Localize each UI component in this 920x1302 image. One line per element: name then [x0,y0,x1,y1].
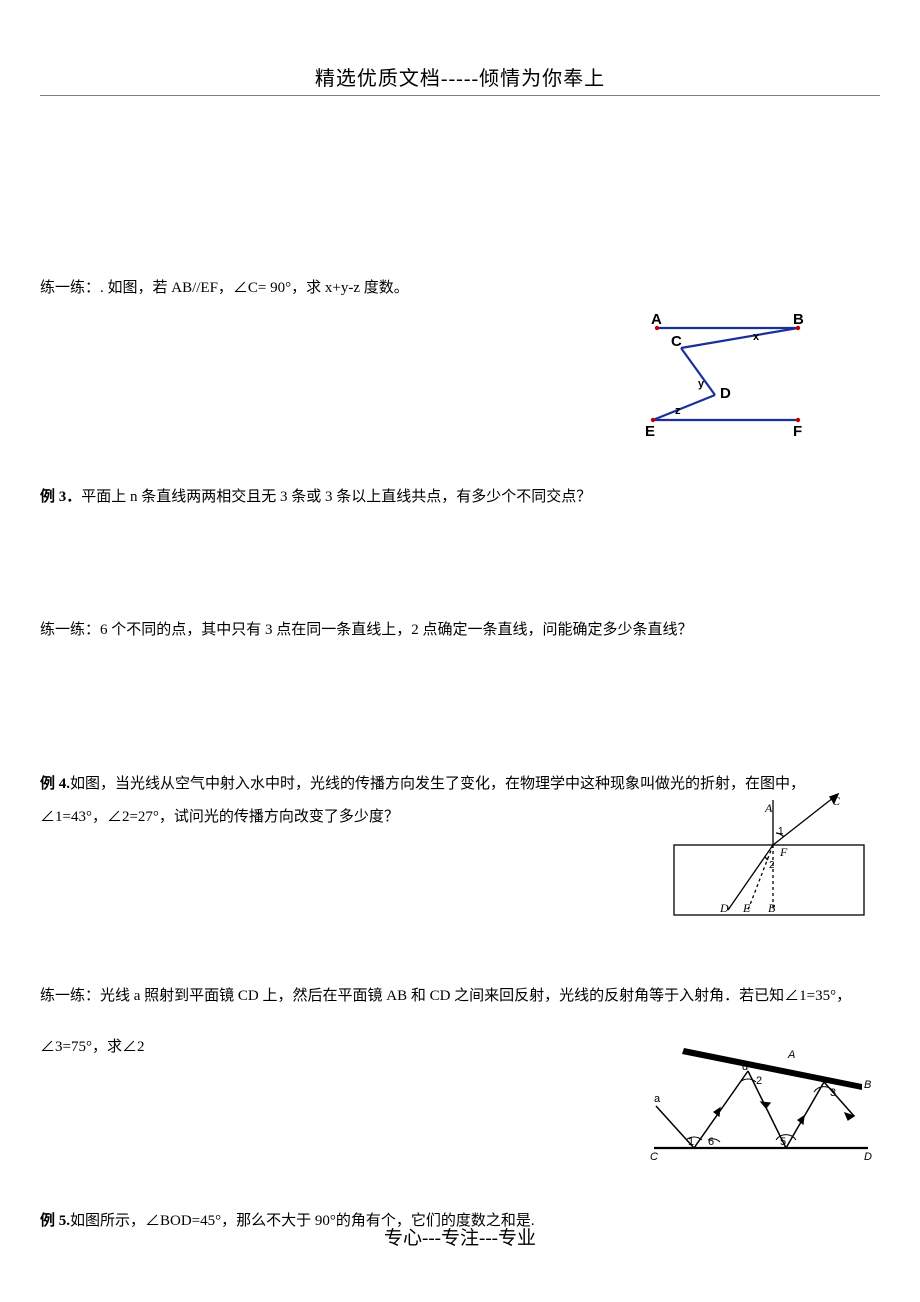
fig2-label-a: A [764,801,773,815]
fig3-label-C: C [650,1151,658,1160]
fig2-label-2: 2 [769,860,775,871]
practice-3-line1: 练一练：光线 a 照射到平面镜 CD 上，然后在平面镜 AB 和 CD 之间来回… [40,984,880,1010]
fig3-label-a: a [654,1093,661,1105]
practice-2-text: 练一练：6 个不同的点，其中只有 3 点在同一条直线上，2 点确定一条直线，问能… [40,618,880,644]
figure-3: A B C D a d 1 6 2 5 3 [648,1048,878,1160]
figure-1: A B C D E F x y z [633,310,833,440]
fig3-label-B: B [864,1079,871,1091]
fig2-label-d: D [719,901,729,915]
fig2-label-e: E [742,901,751,915]
figure-1-svg: A B C D E F x y z [633,310,833,440]
fig1-label-z: z [675,405,681,417]
figure-2-svg: A C F D E B 1 2 [668,790,878,925]
figure-3-svg: A B C D a d 1 6 2 5 3 [648,1048,878,1160]
page-header-title: 精选优质文档-----倾情为你奉上 [40,62,880,91]
fig1-label-b: B [793,311,804,328]
fig3-label-A: A [787,1049,795,1061]
fig2-label-f: F [779,845,788,859]
fig1-label-d: D [720,385,731,402]
fig3-mirror-ab [682,1048,862,1090]
fig1-label-e: E [645,423,655,440]
fig1-label-x: x [753,331,760,343]
fig1-label-f: F [793,423,802,440]
example-3: 例 3．平面上 n 条直线两两相交且无 3 条或 3 条以上直线共点，有多少个不… [40,485,880,511]
fig3-label-d: d [742,1061,748,1073]
example-4-label: 例 4. [40,776,70,792]
header-rule [40,95,880,96]
example-3-label: 例 3． [40,489,81,505]
example-3-text: 平面上 n 条直线两两相交且无 3 条或 3 条以上直线共点，有多少个不同交点？ [81,489,591,505]
fig3-label-5: 5 [780,1136,786,1148]
fig1-label-c: C [671,333,682,350]
fig3-label-1: 1 [688,1136,694,1148]
fig1-label-a: A [651,311,662,328]
fig1-label-y: y [698,378,705,390]
fig2-label-1: 1 [778,826,784,837]
fig3-label-3: 3 [830,1087,836,1099]
page-footer: 专心---专注---专业 [0,1223,920,1250]
fig3-label-D: D [864,1151,872,1160]
fig3-label-6: 6 [708,1136,714,1148]
figure-2: A C F D E B 1 2 [668,790,878,925]
fig3-label-2: 2 [756,1075,762,1087]
fig2-label-b: B [768,901,776,915]
practice-1-text: 练一练：. 如图，若 AB//EF，∠C= 90°，求 x+y-z 度数。 [40,276,880,302]
fig2-label-c: C [832,794,841,808]
